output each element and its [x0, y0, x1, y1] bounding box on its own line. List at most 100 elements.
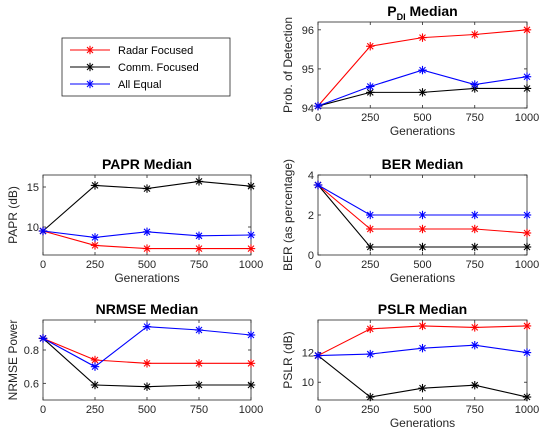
y-tick-label: 96 [302, 25, 314, 37]
data-point [246, 330, 256, 340]
data-point [313, 101, 323, 111]
legend-entry: Comm. Focused [70, 62, 199, 74]
x-tick-label: 0 [40, 259, 46, 271]
data-point [522, 210, 532, 220]
data-point [470, 380, 479, 390]
data-point [90, 241, 100, 250]
y-tick-label: 94 [302, 103, 314, 115]
legend: Radar Focused Comm. Focused All Equal [61, 37, 231, 97]
data-point [522, 84, 532, 93]
data-point [522, 72, 532, 81]
y-axis-label: Prob. of Detection [281, 17, 295, 113]
chart-title-main: BER Median [382, 156, 464, 172]
chart-title-subscript: DI [397, 12, 406, 22]
chart-title: NRMSE Median [96, 301, 199, 317]
data-point [470, 210, 479, 220]
series-all-equal [313, 340, 532, 360]
x-tick-label: 1000 [515, 112, 539, 124]
data-point [38, 226, 48, 236]
series-line [317, 184, 527, 216]
x-tick-label: 1000 [239, 404, 263, 416]
x-tick-label: 500 [138, 259, 156, 271]
data-point [418, 242, 427, 252]
x-tick-label: 250 [361, 112, 379, 124]
series-comm-focused [313, 351, 532, 402]
legend-marker [85, 45, 95, 55]
data-point [522, 242, 532, 252]
chart-pslr: PSLR Median 0 250 500 750 1000 10 12 Generations… [281, 301, 539, 430]
data-point [418, 343, 427, 353]
x-tick-label: 750 [466, 259, 484, 271]
chart-title-main: NRMSE Median [96, 301, 199, 317]
legend-label: Radar Focused [118, 45, 193, 57]
data-point [522, 392, 532, 402]
chart-title: BER Median [382, 156, 464, 172]
data-point [194, 359, 204, 368]
x-tick-label: 1000 [515, 404, 539, 416]
legend-entry: Radar Focused [70, 45, 193, 57]
data-point [142, 184, 152, 193]
data-point [194, 177, 204, 186]
legend-marker [85, 62, 95, 72]
x-tick-label: 1000 [239, 259, 263, 271]
x-axis-label: Generations [390, 271, 455, 285]
chart-title: PAPR Median [102, 156, 192, 172]
y-tick-label: 0.6 [24, 378, 39, 390]
x-tick-label: 500 [413, 112, 431, 124]
data-point [470, 30, 479, 39]
data-point [418, 224, 427, 234]
x-tick-label: 250 [86, 404, 104, 416]
data-point [246, 244, 256, 253]
chart-title: PSLR Median [378, 301, 467, 317]
data-point [313, 180, 323, 190]
x-axis-label: Generations [390, 124, 455, 138]
y-axis-label: PAPR (dB) [6, 186, 20, 244]
y-axis-label: PSLR (dB) [281, 331, 295, 388]
data-point [522, 228, 532, 238]
x-tick-label: 0 [315, 112, 321, 124]
chart-pdi: PDI Median 0 250 500 750 1000 94 95 96 Generation… [281, 3, 539, 138]
x-tick-label: 0 [315, 259, 321, 271]
data-point [522, 321, 532, 331]
data-point [142, 322, 152, 331]
x-tick-label: 750 [466, 404, 484, 416]
x-tick-label: 750 [190, 259, 208, 271]
chart-title-main: P [387, 3, 396, 19]
data-point [142, 227, 152, 236]
data-point [470, 80, 479, 89]
data-point [366, 42, 375, 51]
x-axis-label: Generations [114, 271, 179, 285]
legend-entry: All Equal [70, 79, 161, 91]
y-tick-label: 0 [308, 250, 314, 262]
data-point [194, 244, 204, 253]
data-point [142, 244, 152, 253]
y-tick-label: 4 [308, 170, 314, 182]
x-tick-label: 0 [40, 404, 46, 416]
series-all-equal [313, 65, 532, 111]
data-point [366, 242, 375, 252]
chart-title: PDI Median [387, 3, 457, 22]
legend-label: Comm. Focused [118, 62, 199, 74]
series-radar-focused [313, 321, 532, 360]
data-point [142, 359, 152, 368]
y-tick-label: 95 [302, 64, 314, 76]
y-axis-label: NRMSE Power [6, 320, 20, 401]
y-tick-label: 10 [302, 377, 314, 389]
series-all-equal [313, 180, 532, 220]
data-point [418, 210, 427, 220]
data-point [246, 359, 256, 368]
data-point [522, 348, 532, 357]
data-point [246, 182, 256, 191]
chart-nrmse: NRMSE Median 0 250 500 750 1000 0.6 0.8 NRMSE Po… [6, 301, 263, 416]
chart-ber: BER Median 0 250 500 750 1000 0 2 4 Generations BE… [281, 156, 539, 285]
x-tick-label: 250 [86, 259, 104, 271]
x-tick-label: 500 [138, 404, 156, 416]
x-tick-label: 250 [361, 259, 379, 271]
data-point [470, 242, 479, 252]
data-point [90, 181, 100, 190]
data-point [90, 233, 100, 242]
data-point [366, 210, 375, 220]
y-tick-label: 12 [302, 348, 314, 360]
